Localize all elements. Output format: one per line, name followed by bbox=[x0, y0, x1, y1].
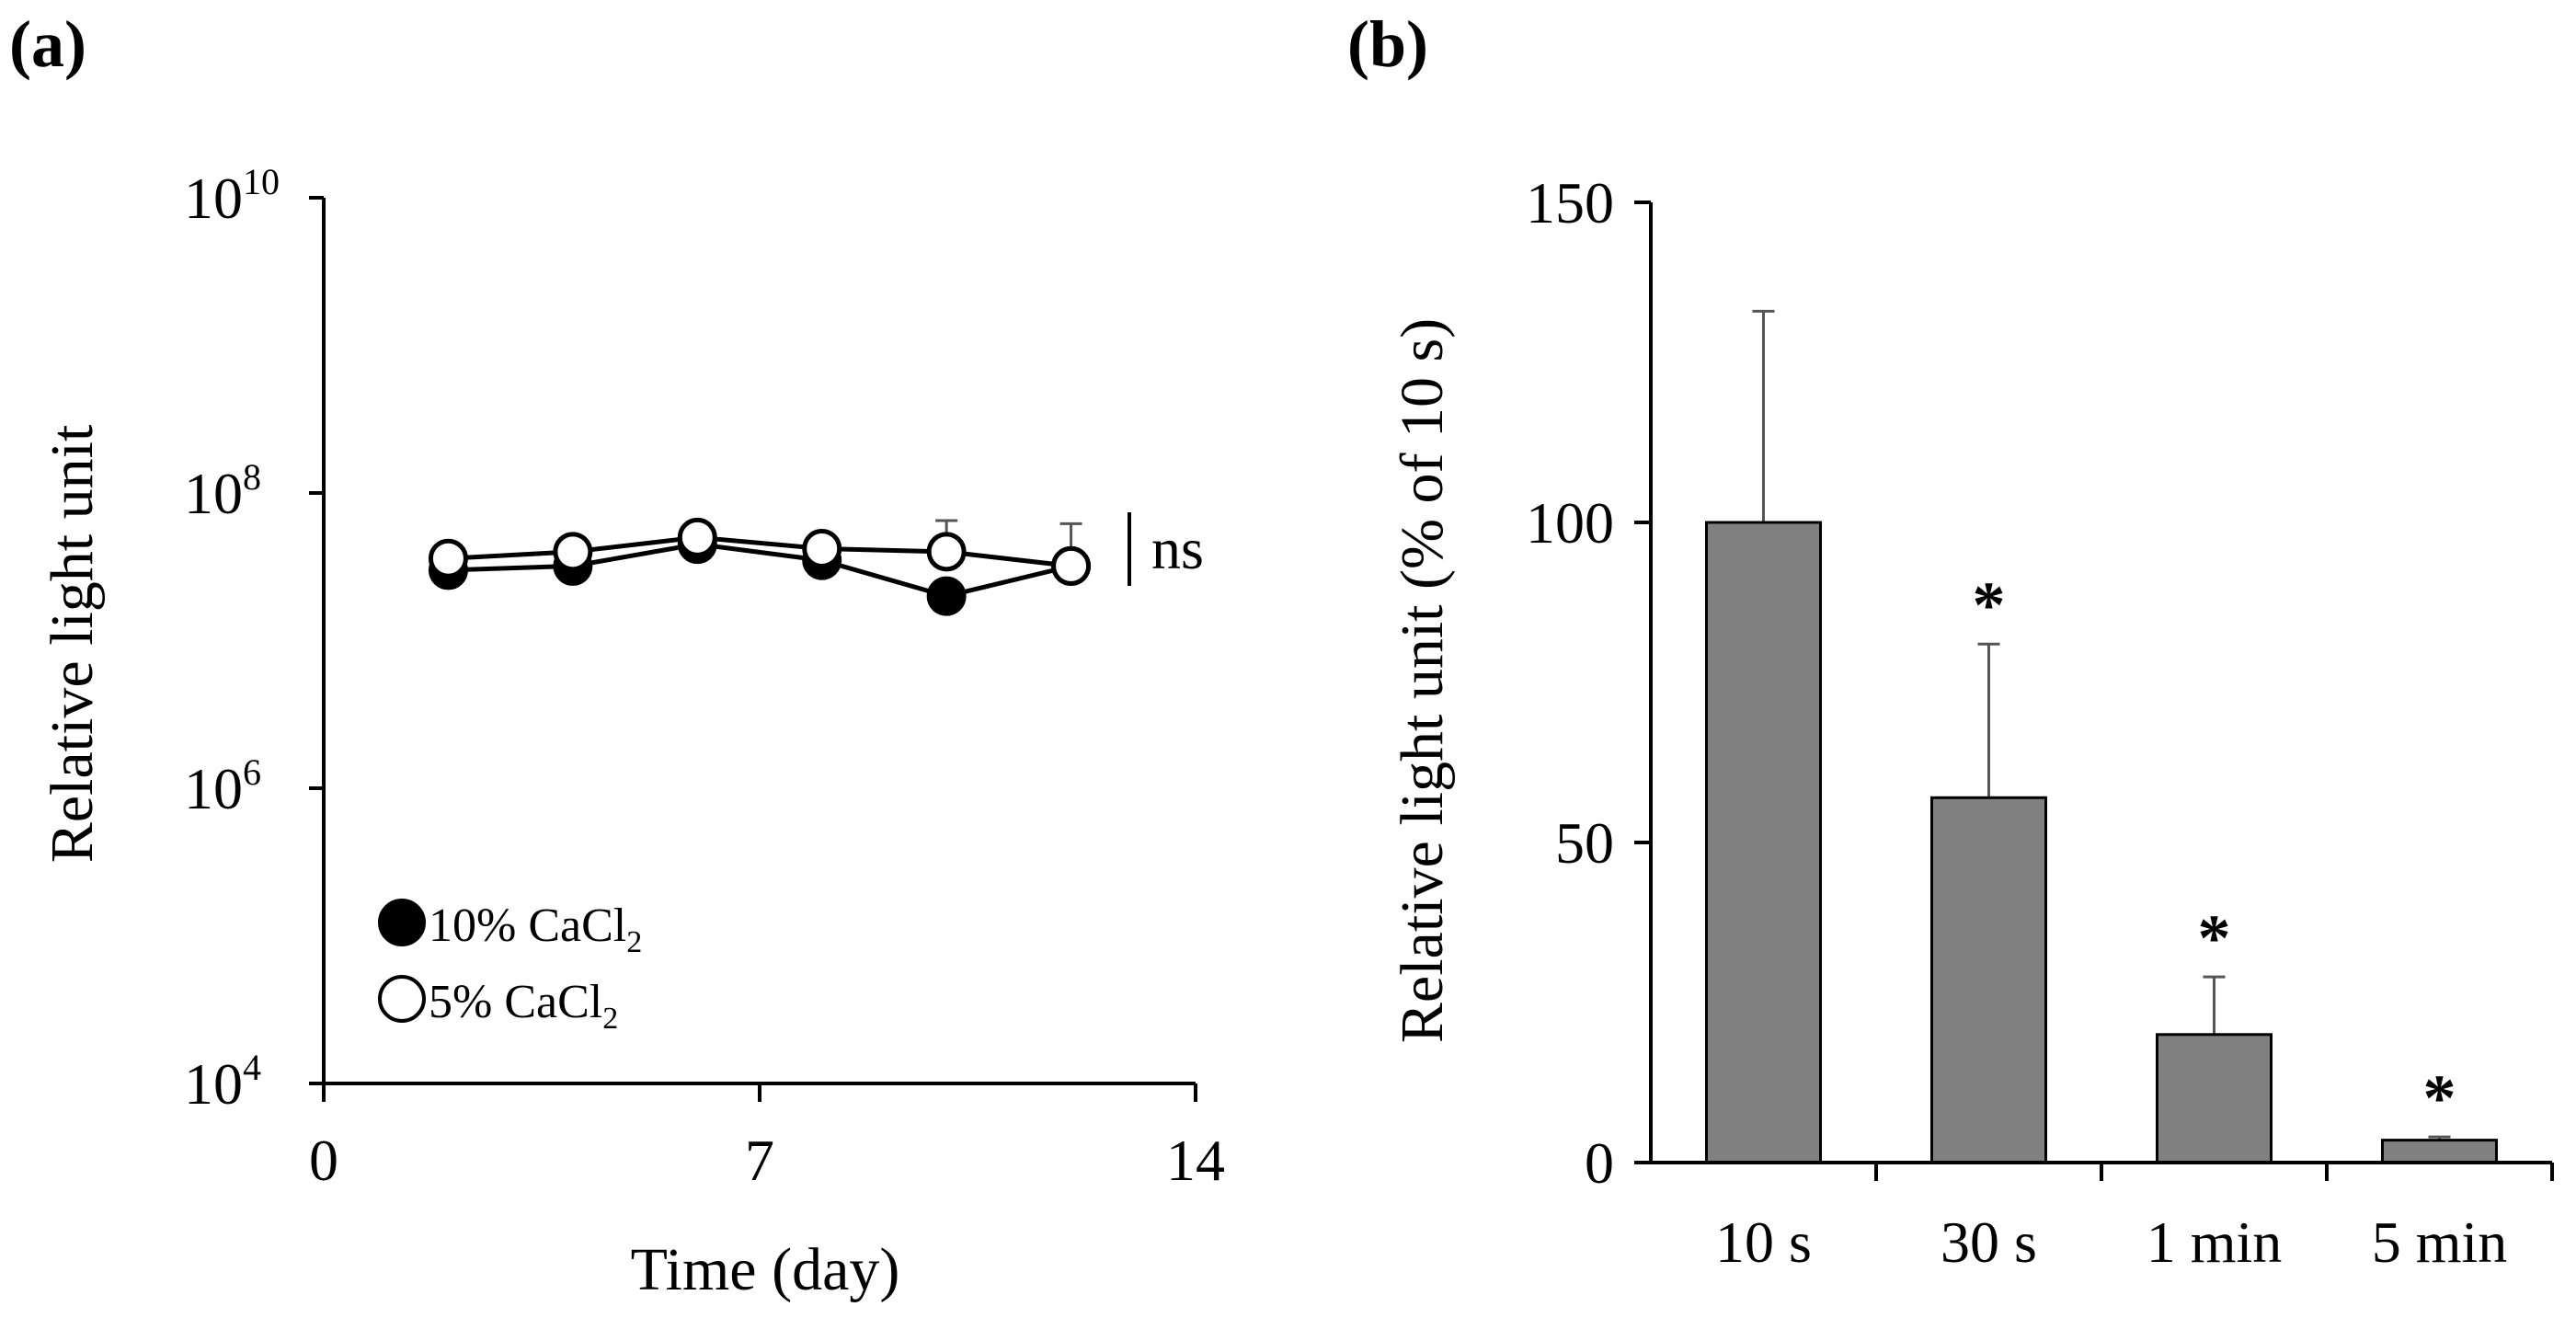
b-significance-star: * bbox=[1973, 568, 2006, 642]
a-y-tick-label: 106 bbox=[184, 751, 261, 821]
b-x-category-label: 10 s bbox=[1715, 1209, 1812, 1275]
b-y-tick-label: 100 bbox=[1526, 490, 1614, 556]
a-point-open bbox=[926, 532, 967, 572]
a-point-open bbox=[428, 538, 468, 579]
a-y-tick-label: 108 bbox=[184, 456, 261, 526]
a-x-tick-label: 7 bbox=[745, 1128, 774, 1193]
panel-a-x-axis-title: Time (day) bbox=[631, 1236, 900, 1303]
panel-b-significance-stars: * * * bbox=[1973, 568, 2456, 1135]
legend-filled-circle-marker bbox=[378, 899, 426, 946]
b-y-tick-label: 0 bbox=[1585, 1130, 1614, 1196]
b-x-category-label: 1 min bbox=[2147, 1209, 2283, 1275]
legend-label-5pct: 5% CaCl2 bbox=[429, 976, 618, 1036]
a-point-open bbox=[553, 532, 593, 572]
panel-a-legend: 10% CaCl2 5% CaCl2 bbox=[378, 899, 642, 1036]
panel-a-significance: ns bbox=[1128, 512, 1204, 586]
a-series-line-0 bbox=[448, 542, 1072, 599]
b-bar bbox=[2156, 1033, 2273, 1164]
panel-a-series-lines bbox=[448, 534, 1072, 599]
b-y-tick-label: 150 bbox=[1526, 170, 1614, 235]
panel-b-y-ticks: 0 50 100 150 bbox=[1526, 170, 1651, 1196]
panel-a-y-ticks: 1010 108 106 104 bbox=[184, 161, 324, 1117]
panel-b-bars bbox=[1705, 521, 2498, 1164]
a-x-tick-label: 0 bbox=[309, 1128, 338, 1193]
panel-a-y-axis-title: Relative light unit bbox=[39, 425, 106, 864]
panel-a-data-points bbox=[428, 517, 1092, 616]
a-y-tick-label: 1010 bbox=[184, 161, 280, 231]
b-y-tick-label: 50 bbox=[1555, 810, 1614, 876]
a-y-tick-label: 104 bbox=[184, 1047, 261, 1117]
panel-a-x-ticks: 0 7 14 bbox=[309, 1083, 1225, 1193]
a-point-open bbox=[802, 528, 842, 568]
a-point-open bbox=[677, 517, 717, 557]
b-bar bbox=[1705, 521, 1822, 1164]
a-series-line-1 bbox=[448, 534, 1071, 568]
panel-a-line-chart: (a) 1010 108 106 104 0 7 14 Time (day) Relati… bbox=[9, 7, 1225, 1303]
panel-b-y-axis-title: Relative light unit (% of 10 s) bbox=[1389, 318, 1456, 1043]
a-x-tick-label: 14 bbox=[1166, 1128, 1225, 1193]
panel-b-label: (b) bbox=[1347, 7, 1428, 81]
b-significance-star: * bbox=[2423, 1061, 2456, 1135]
panel-b-error-bars bbox=[1752, 309, 2451, 1140]
panel-b-x-ticks: 10 s 30 s 1 min 5 min bbox=[1715, 1163, 2554, 1275]
b-significance-star: * bbox=[2198, 901, 2231, 975]
b-x-category-label: 5 min bbox=[2372, 1209, 2508, 1275]
a-point-open bbox=[1051, 545, 1092, 586]
panel-a-label: (a) bbox=[9, 7, 86, 81]
a-point-filled bbox=[926, 576, 967, 616]
b-bar bbox=[2381, 1139, 2498, 1164]
legend-open-circle-marker bbox=[378, 975, 426, 1023]
b-x-category-label: 30 s bbox=[1941, 1209, 2037, 1275]
ns-label: ns bbox=[1151, 516, 1204, 581]
panel-b-bar-chart: (b) 0 50 100 150 * * * 10 s 30 s 1 min 5 min Rel… bbox=[1347, 7, 2554, 1275]
b-bar bbox=[1930, 796, 2047, 1164]
legend-label-10pct: 10% CaCl2 bbox=[429, 900, 642, 959]
